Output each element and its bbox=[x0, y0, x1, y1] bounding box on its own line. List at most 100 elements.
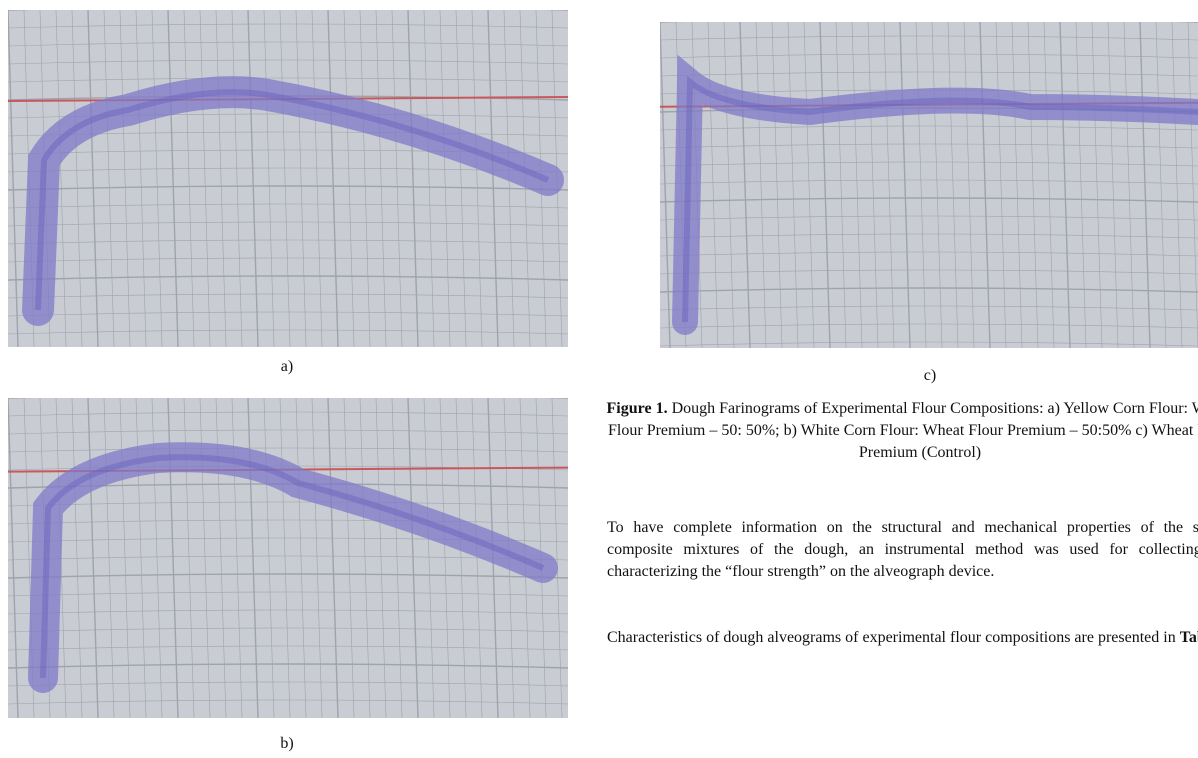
paper-grid bbox=[1059, 22, 1071, 348]
paper-grid bbox=[660, 161, 1198, 167]
paper-grid bbox=[55, 10, 67, 347]
paper-grid bbox=[135, 10, 147, 347]
paper-grid bbox=[199, 10, 211, 347]
paper-grid bbox=[995, 22, 1007, 348]
figure-label: b) bbox=[280, 735, 294, 752]
paper-grid bbox=[8, 447, 568, 453]
paper-grid bbox=[8, 627, 568, 633]
paper-grid bbox=[8, 293, 568, 299]
paper-grid bbox=[660, 143, 1198, 149]
paper-grid bbox=[183, 10, 195, 347]
figure-caption: Figure 1. Dough Farinograms of Experimen… bbox=[600, 398, 1198, 464]
paper-grid bbox=[947, 22, 959, 348]
paper-grid bbox=[883, 22, 895, 348]
paper-grid bbox=[8, 573, 568, 579]
paper-grid bbox=[660, 197, 1198, 203]
farinogram-band bbox=[682, 75, 1198, 323]
paper-grid bbox=[979, 22, 991, 348]
paper-grid bbox=[8, 609, 568, 615]
paper-grid bbox=[8, 591, 568, 597]
paper-grid bbox=[1187, 22, 1198, 348]
paragraph: To have complete information on the stru… bbox=[607, 519, 1198, 580]
farinogram-photo-b bbox=[8, 398, 568, 718]
paper-grid bbox=[707, 22, 719, 348]
paper-grid bbox=[8, 239, 568, 245]
paper-grid bbox=[771, 22, 783, 348]
paper-grid bbox=[8, 329, 568, 335]
paper-grid bbox=[803, 22, 815, 348]
paper-grid bbox=[1043, 22, 1055, 348]
paper-grid bbox=[1075, 22, 1087, 348]
paper bbox=[8, 10, 568, 347]
paper-grid bbox=[375, 10, 387, 347]
paper-grid bbox=[1155, 22, 1167, 348]
paper-grid bbox=[8, 257, 568, 263]
paper-grid bbox=[8, 398, 19, 718]
caption-title: Figure 1. bbox=[606, 400, 668, 417]
paper-grid bbox=[8, 275, 568, 281]
paper-grid bbox=[8, 501, 568, 507]
paper-grid bbox=[103, 10, 115, 347]
paper-grid bbox=[263, 10, 275, 347]
paper-grid bbox=[167, 10, 179, 347]
paper-grid bbox=[1107, 22, 1119, 348]
paper-grid bbox=[8, 203, 568, 209]
paper-grid bbox=[1091, 22, 1103, 348]
paper-grid bbox=[660, 251, 1198, 257]
paper-grid bbox=[231, 10, 243, 347]
paper-grid bbox=[8, 41, 568, 47]
paper-grid bbox=[660, 53, 1198, 59]
paper-grid bbox=[660, 287, 1198, 293]
paper-grid bbox=[755, 22, 767, 348]
paper-grid bbox=[103, 398, 115, 718]
paper-grid bbox=[8, 411, 568, 417]
paper-grid bbox=[8, 645, 568, 651]
paper-grid bbox=[311, 10, 323, 347]
paper-grid bbox=[660, 269, 1198, 275]
paper-grid bbox=[87, 10, 99, 347]
paper-grid bbox=[739, 22, 751, 348]
paper-grid bbox=[660, 215, 1198, 221]
paper-grid bbox=[8, 699, 568, 705]
paper-grid bbox=[215, 10, 227, 347]
paragraph: Characteristics of dough alveograms of e… bbox=[607, 627, 1198, 649]
farinogram-band bbox=[40, 454, 545, 679]
paper-grid bbox=[8, 185, 568, 191]
paper-grid bbox=[279, 10, 291, 347]
paper-grid bbox=[899, 22, 911, 348]
farinogram-photo-a bbox=[8, 10, 568, 347]
figure-label: a) bbox=[280, 358, 294, 375]
paper-grid bbox=[1171, 22, 1183, 348]
paper bbox=[660, 22, 1198, 348]
paper-grid bbox=[439, 10, 451, 347]
caption-text: Dough Farinograms of Experimental Flour … bbox=[608, 400, 1198, 461]
paper-grid bbox=[963, 22, 975, 348]
paper-grid bbox=[660, 323, 1198, 329]
paper-grid bbox=[835, 22, 847, 348]
paper-grid bbox=[8, 59, 568, 65]
paper-grid bbox=[8, 681, 568, 687]
figure-label: c) bbox=[923, 367, 937, 384]
paper-grid bbox=[660, 35, 1198, 41]
paper-grid bbox=[8, 663, 568, 669]
paper-grid bbox=[867, 22, 879, 348]
paper-grid bbox=[660, 179, 1198, 185]
paper-grid bbox=[1011, 22, 1023, 348]
paper-grid bbox=[343, 10, 355, 347]
table-ref: Table 3 bbox=[1179, 629, 1198, 646]
paper-grid bbox=[247, 10, 259, 347]
paper-grid bbox=[660, 22, 671, 348]
text: Characteristics of dough alveograms of e… bbox=[607, 629, 1180, 646]
paper-grid bbox=[407, 10, 419, 347]
paper-grid bbox=[295, 10, 307, 347]
paper-grid bbox=[8, 311, 568, 317]
paper-grid bbox=[119, 10, 131, 347]
paper-grid bbox=[487, 10, 499, 347]
paper-grid bbox=[787, 22, 799, 348]
paper-grid bbox=[391, 10, 403, 347]
farinogram-band bbox=[35, 89, 550, 311]
paper-grid bbox=[660, 341, 1198, 347]
paper-grid bbox=[455, 398, 467, 718]
paper-grid bbox=[1027, 22, 1039, 348]
